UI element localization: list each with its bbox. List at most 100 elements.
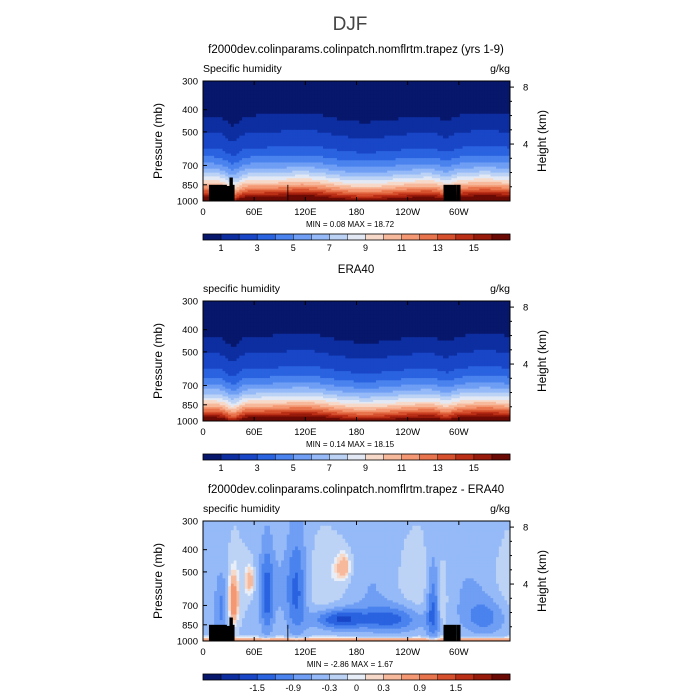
field-cell: [415, 174, 419, 177]
field-cell: [258, 81, 263, 87]
field-cell: [476, 166, 480, 170]
field-cell: [289, 151, 293, 155]
field-cell: [311, 94, 316, 100]
field-cell: [476, 181, 480, 185]
field-cell: [364, 106, 369, 111]
field-cell: [445, 98, 450, 104]
field-cell: [482, 102, 486, 108]
field-cell: [272, 174, 277, 177]
field-cell: [470, 186, 475, 190]
field-cell: [459, 166, 464, 170]
field-cell: [437, 178, 441, 181]
field-cell: [311, 191, 316, 195]
field-cell: [490, 166, 494, 170]
field-cell: [334, 117, 338, 122]
field-cell: [283, 98, 288, 104]
field-cell: [311, 162, 316, 166]
field-cell: [300, 160, 305, 164]
field-cell: [465, 196, 469, 199]
field-cell: [306, 98, 310, 104]
field-cell: [272, 148, 277, 152]
field-cell: [387, 178, 391, 181]
field-cell: [225, 180, 229, 183]
field-cell: [320, 123, 324, 128]
field-cell: [334, 151, 338, 155]
field-cell: [364, 120, 369, 125]
field-cell: [328, 117, 332, 122]
field-cell: [267, 110, 271, 115]
field-cell: [283, 174, 288, 177]
field-cell: [392, 113, 397, 118]
field-cell: [443, 170, 447, 174]
field-cell: [490, 172, 494, 176]
field-cell: [373, 98, 377, 104]
field-cell: [286, 110, 291, 115]
field-cell: [219, 129, 224, 134]
field-cell: [384, 141, 388, 145]
field-cell: [236, 138, 240, 142]
field-cell: [359, 102, 363, 108]
field-cell: [258, 151, 263, 155]
field-cell: [434, 153, 439, 157]
field-cell: [219, 164, 224, 168]
field-cell: [479, 120, 483, 125]
field-cell: [203, 160, 207, 164]
field-cell: [334, 129, 338, 134]
field-cell: [364, 146, 369, 150]
field-cell: [367, 174, 372, 177]
field-cell: [228, 143, 232, 147]
field-cell: [406, 191, 411, 195]
field-cell: [490, 160, 494, 164]
field-cell: [417, 191, 422, 195]
field-cell: [376, 110, 380, 115]
field-cell: [278, 120, 282, 125]
field-cell: [378, 195, 383, 198]
field-cell: [244, 181, 249, 185]
field-cell: [306, 193, 310, 196]
field-cell: [378, 168, 383, 172]
field-cell: [359, 166, 363, 170]
field-cell: [454, 98, 458, 104]
field-cell: [373, 158, 377, 161]
field-cell: [264, 186, 268, 190]
field-cell: [247, 198, 252, 201]
field-cell: [440, 153, 444, 157]
field-cell: [283, 143, 288, 147]
field-cell: [403, 160, 408, 164]
field-cell: [470, 185, 475, 188]
field-cell: [406, 195, 411, 198]
field-cell: [381, 138, 386, 142]
field-cell: [203, 190, 207, 193]
field-cell: [440, 110, 444, 115]
field-cell: [445, 155, 450, 159]
field-cell: [317, 174, 321, 177]
field-cell: [462, 170, 466, 174]
field-cell: [300, 162, 305, 166]
field-cell: [214, 135, 218, 139]
field-cell: [345, 166, 349, 170]
field-cell: [401, 151, 405, 155]
field-cell: [381, 190, 386, 193]
field-cell: [451, 155, 455, 159]
field-cell: [487, 98, 492, 104]
field-cell: [264, 141, 268, 145]
field-cell: [487, 186, 492, 190]
field-cell: [392, 180, 397, 183]
field-cell: [364, 153, 369, 157]
field-cell: [440, 168, 444, 172]
field-cell: [456, 176, 461, 179]
field-cell: [253, 81, 257, 87]
field-cell: [205, 188, 210, 191]
field-cell: [448, 172, 452, 176]
field-cell: [362, 190, 366, 193]
field-cell: [437, 176, 441, 179]
field-cell: [309, 102, 313, 108]
field-cell: [479, 198, 483, 201]
field-cell: [250, 198, 254, 201]
field-cell: [381, 143, 386, 147]
field-cell: [348, 132, 352, 137]
field-cell: [233, 186, 238, 190]
field-cell: [320, 170, 324, 174]
field-cell: [387, 123, 391, 128]
field-cell: [247, 188, 252, 191]
